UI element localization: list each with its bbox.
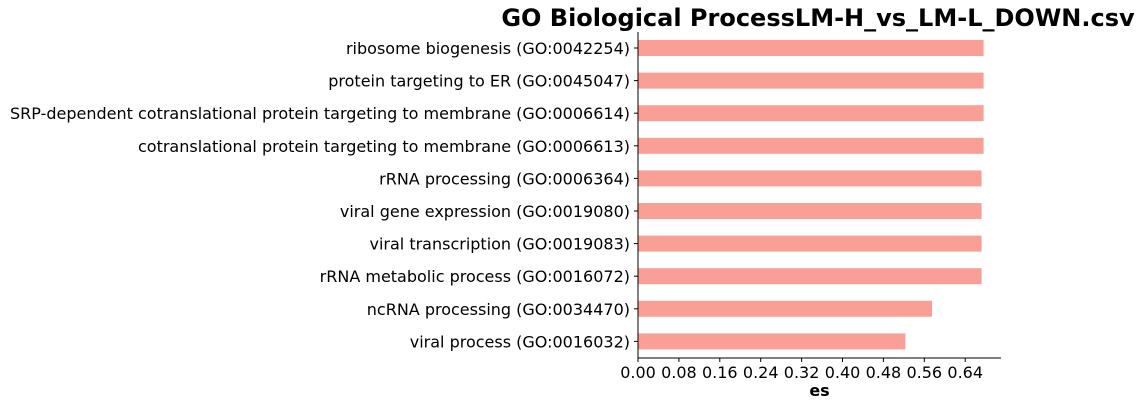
bar (638, 72, 984, 89)
bar (638, 170, 982, 187)
bar (638, 333, 906, 350)
y-tick-label: rRNA metabolic process (GO:0016072) (320, 267, 630, 286)
x-tick-label: 0.24 (743, 363, 779, 382)
x-tick-label: 0.64 (947, 363, 983, 382)
x-tick-label: 0.00 (620, 363, 656, 382)
bar (638, 203, 982, 219)
x-tick-label: 0.56 (906, 363, 942, 382)
y-tick-label: protein targeting to ER (GO:0045047) (328, 72, 630, 91)
bar (638, 40, 984, 56)
x-tick-label: 0.32 (784, 363, 820, 382)
x-tick-label: 0.40 (825, 363, 861, 382)
x-axis-label: es (809, 381, 829, 400)
bar (638, 235, 982, 252)
bar (638, 300, 932, 317)
y-tick-label: SRP-dependent cotranslational protein ta… (10, 104, 630, 123)
chart-title: GO Biological ProcessLM-H_vs_LM-L_DOWN.c… (501, 4, 1135, 32)
x-ticks: 0.00 0.08 0.16 0.24 0.32 0.40 0.48 0.56 0.64 (620, 358, 983, 382)
y-tick-label: viral gene expression (GO:0019080) (340, 202, 630, 221)
y-tick-label: ncRNA processing (GO:0034470) (367, 300, 630, 319)
bar (638, 268, 982, 285)
x-tick-label: 0.48 (866, 363, 902, 382)
y-tick-label: ribosome biogenesis (GO:0042254) (346, 39, 630, 58)
y-tick-labels: ribosome biogenesis (GO:0042254) protein … (10, 39, 638, 351)
bar (638, 105, 984, 122)
y-tick-label: viral process (GO:0016032) (410, 332, 630, 351)
x-tick-label: 0.16 (702, 363, 738, 382)
bar (638, 137, 984, 154)
x-tick-label: 0.08 (661, 363, 697, 382)
y-tick-label: rRNA processing (GO:0006364) (379, 169, 630, 188)
y-tick-label: viral transcription (GO:0019083) (369, 235, 630, 254)
y-tick-label: cotranslational protein targeting to mem… (138, 137, 630, 156)
bars-group (638, 40, 984, 350)
